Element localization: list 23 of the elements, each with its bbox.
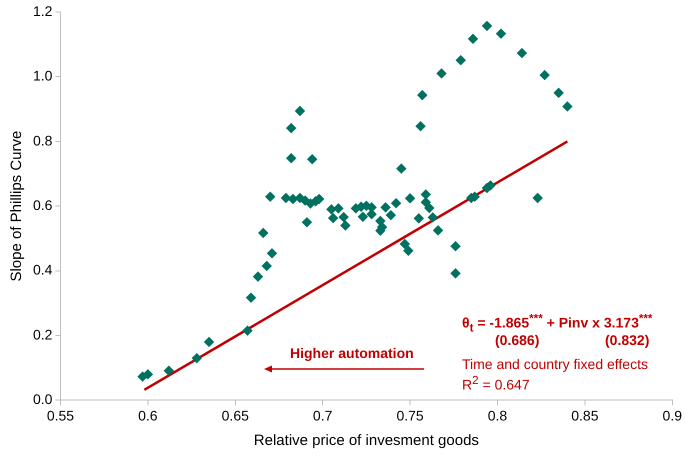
- annotation: R$^{2}$ = 0.647: [462, 373, 530, 393]
- annotation: (0.832): [605, 332, 650, 348]
- y-tick-label: 0.8: [32, 132, 53, 148]
- y-tick-label: 0.2: [32, 326, 53, 342]
- y-tick-label: 0.4: [32, 262, 53, 278]
- annotation: Time and country fixed effects: [462, 356, 648, 372]
- x-tick-label: 0.75: [396, 407, 424, 424]
- x-tick-label: 0.55: [46, 407, 74, 424]
- y-axis-title: Slope of Phillips Curve: [8, 130, 26, 282]
- annotation: Higher automation: [290, 345, 414, 361]
- x-tick-label: 0.9: [662, 407, 682, 424]
- annotation: θ$_{t}$ = -1.865$^{***}$ + Pinv x 3.173$^{***}$: [462, 312, 652, 334]
- annotation: (0.686): [495, 332, 540, 348]
- x-tick-label: 0.6: [138, 407, 158, 424]
- x-axis-title: Relative price of invesment goods: [254, 432, 479, 450]
- x-tick-label: 0.65: [222, 407, 250, 424]
- x-tick-label: 0.85: [571, 407, 599, 424]
- y-tick-label: 0.6: [32, 196, 53, 213]
- y-tick-label: 0.0: [32, 391, 53, 408]
- x-tick-label: 0.8: [488, 407, 508, 424]
- x-tick-label: 0.7: [312, 407, 333, 424]
- y-tick-label: 1.0: [32, 68, 53, 84]
- y-tick-label: 1.2: [32, 2, 53, 19]
